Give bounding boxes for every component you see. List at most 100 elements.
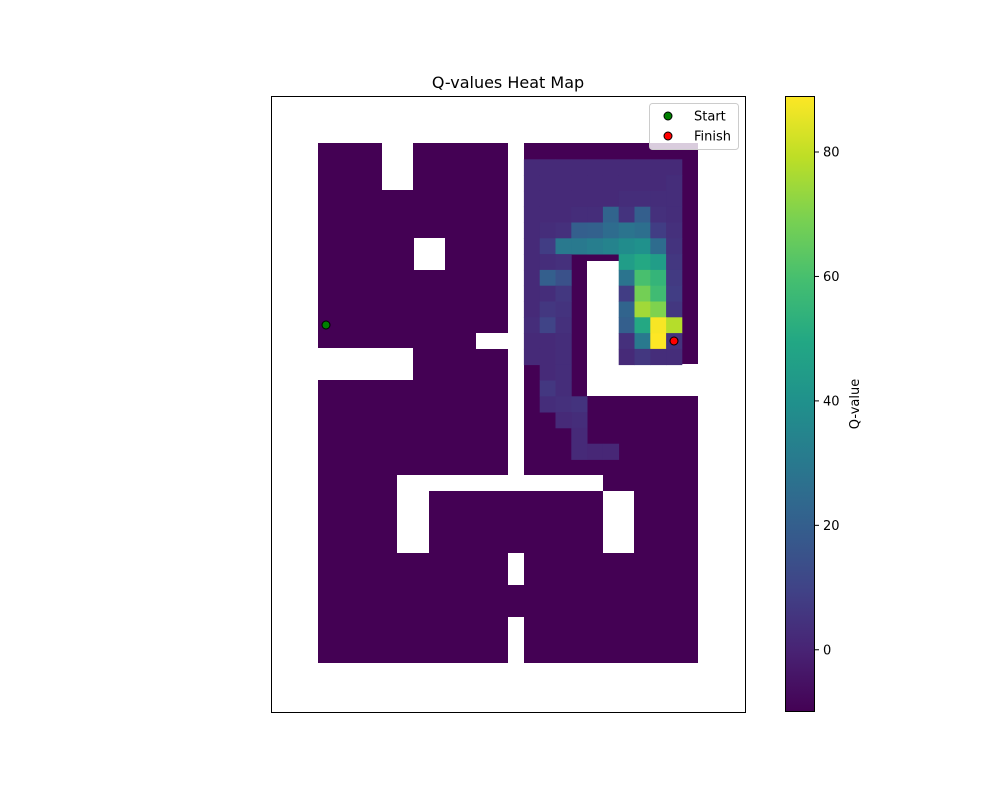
- heatmap-cell: [618, 269, 635, 287]
- colorbar-tick-label: 60: [823, 270, 840, 285]
- heatmap-cell: [523, 269, 541, 287]
- heatmap-cell: [539, 333, 556, 350]
- heatmap-cell: [587, 238, 604, 255]
- heatmap-cell: [555, 254, 572, 271]
- heatmap-cell: [650, 206, 667, 223]
- heatmap-cell: [571, 238, 588, 255]
- heatmap-cell: [602, 175, 620, 192]
- colorbar-frame: [785, 96, 815, 712]
- heatmap-cell: [602, 206, 620, 223]
- heatmap-cell: [539, 285, 556, 302]
- heatmap-cell: [634, 254, 651, 271]
- heatmap-cell: [523, 254, 541, 271]
- heatmap-cell: [650, 254, 667, 271]
- heatmap-cell: [523, 175, 541, 192]
- maze-open-region: [413, 270, 508, 333]
- heatmap-cell: [539, 254, 556, 271]
- maze-open-region: [634, 491, 698, 553]
- heatmap-cell: [555, 380, 572, 397]
- heatmap-cell: [666, 222, 683, 239]
- heatmap-cell: [650, 317, 667, 334]
- start-marker: [321, 320, 331, 330]
- heatmap-cell: [523, 348, 541, 366]
- heatmap-cell: [634, 206, 651, 223]
- heatmap-cell: [587, 159, 604, 176]
- heatmap-cell: [555, 222, 572, 239]
- heatmap-cell: [555, 206, 572, 223]
- heatmap-cell: [523, 190, 541, 208]
- heatmap-cell: [602, 443, 620, 460]
- heatmap-cell: [555, 238, 572, 255]
- maze-open-region: [587, 396, 698, 475]
- heatmap-cell: [666, 269, 683, 287]
- heatmap-cell: [539, 159, 556, 176]
- heatmap-cell: [602, 159, 620, 176]
- heatmap-cell: [618, 190, 635, 208]
- heatmap-cell: [634, 159, 651, 176]
- heatmap-cell: [650, 159, 667, 176]
- heatmap-cell: [666, 317, 683, 334]
- heatmap-cell: [634, 222, 651, 239]
- heatmap-cell: [571, 175, 588, 192]
- heatmap-cell: [571, 427, 588, 445]
- heatmap-cell: [555, 269, 572, 287]
- maze-open-region: [603, 465, 698, 491]
- heatmap-cell: [650, 238, 667, 255]
- heatmap-cell: [618, 301, 635, 318]
- heatmap-cell: [618, 159, 635, 176]
- heatmap-cell: [666, 159, 683, 176]
- heatmap-cell: [571, 206, 588, 223]
- heatmap-cell: [523, 333, 541, 350]
- heatmap-cell: [634, 348, 651, 366]
- heatmap-cell: [634, 285, 651, 302]
- maze-open-region: [445, 238, 508, 270]
- heatmap-cell: [602, 190, 620, 208]
- heatmap-cell: [634, 190, 651, 208]
- heatmap-cell: [618, 222, 635, 239]
- heatmap-cell: [523, 317, 541, 334]
- finish-marker: [669, 336, 679, 346]
- heatmap-cell: [523, 159, 541, 176]
- maze-open-region: [318, 143, 382, 348]
- heatmap-cell: [523, 206, 541, 223]
- heatmap-cell: [618, 238, 635, 255]
- heatmap-cell: [650, 285, 667, 302]
- heatmap-cell: [618, 175, 635, 192]
- chart-title: Q-values Heat Map: [432, 73, 584, 92]
- heatmap-cell: [618, 285, 635, 302]
- heatmap-cell: [571, 443, 588, 460]
- heatmap-plot: [318, 143, 698, 663]
- heatmap-cell: [555, 159, 572, 176]
- colorbar-tick-label: 20: [823, 519, 840, 534]
- maze-open-region: [318, 380, 508, 475]
- heatmap-cell: [634, 301, 651, 318]
- heatmap-cell: [555, 317, 572, 334]
- maze-open-region: [413, 143, 508, 190]
- legend-marker: [663, 131, 673, 141]
- heatmap-cell: [602, 222, 620, 239]
- heatmap-cell: [555, 301, 572, 318]
- heatmap-cell: [587, 206, 604, 223]
- heatmap-cell: [587, 443, 604, 460]
- heatmap-cell: [571, 222, 588, 239]
- heatmap-cell: [650, 348, 667, 366]
- heatmap-cell: [571, 396, 588, 413]
- heatmap-cell: [555, 190, 572, 208]
- heatmap-cell: [618, 333, 635, 350]
- heatmap-cell: [555, 348, 572, 366]
- heatmap-cell: [523, 238, 541, 255]
- heatmap-cell: [666, 238, 683, 255]
- heatmap-cell: [666, 301, 683, 318]
- colorbar-tick-label: 80: [823, 146, 840, 161]
- heatmap-cell: [555, 364, 572, 381]
- maze-open-region: [413, 333, 476, 349]
- heatmap-cell: [539, 396, 556, 413]
- heatmap-cell: [634, 333, 651, 350]
- heatmap-cell: [666, 206, 683, 223]
- heatmap-cell: [555, 333, 572, 350]
- heatmap-cell: [666, 175, 683, 192]
- plot-frame: [271, 96, 746, 713]
- colorbar: 0 20 40 60 80 Q-value: [785, 96, 863, 712]
- heatmap-cell: [539, 190, 556, 208]
